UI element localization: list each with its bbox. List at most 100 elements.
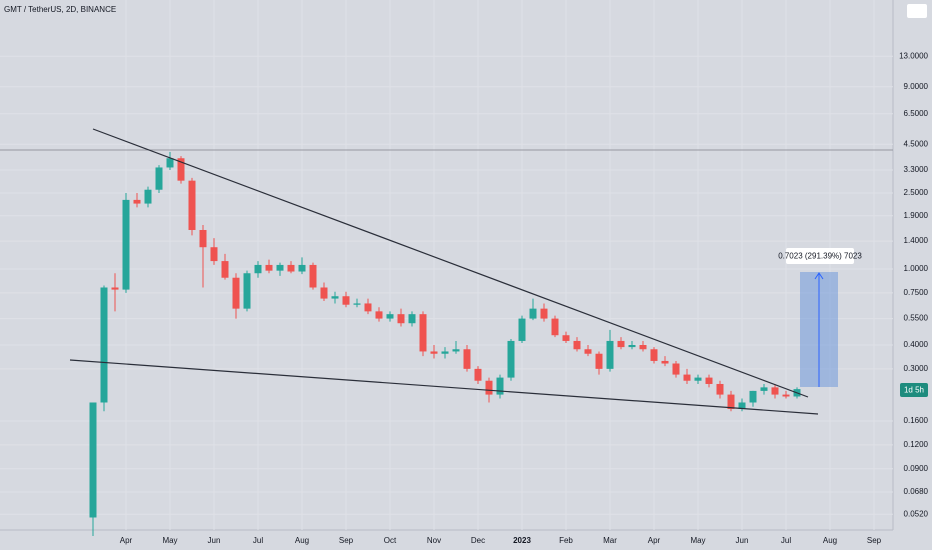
candle-body <box>441 351 449 354</box>
y-tick-label: 1.4000 <box>904 236 929 245</box>
candle-body <box>254 264 262 274</box>
x-tick-label: May <box>162 536 177 545</box>
candle-body <box>595 353 603 369</box>
x-tick-label: 2023 <box>513 536 531 545</box>
candle-body <box>496 377 504 395</box>
candle-body <box>122 199 130 290</box>
candle-body <box>133 199 141 204</box>
candle-body <box>408 314 416 324</box>
y-tick-label: 0.1600 <box>904 416 929 425</box>
x-tick-label: Apr <box>120 536 133 545</box>
measure-arrow-head <box>814 272 824 280</box>
candle-body <box>584 349 592 354</box>
candle-body <box>111 287 119 290</box>
x-tick-label: Jun <box>208 536 221 545</box>
candle-body <box>419 314 427 352</box>
candle-body <box>166 158 174 168</box>
candle-body <box>353 303 361 305</box>
candle-body <box>562 335 570 341</box>
candle-body <box>375 311 383 319</box>
candle-body <box>177 158 185 181</box>
candle-body <box>221 261 229 278</box>
candle-body <box>199 229 207 248</box>
countdown: 1d 5h <box>904 386 924 395</box>
candle-body <box>452 349 460 352</box>
candle-body <box>749 390 757 403</box>
candle-body <box>518 318 526 341</box>
upper-trend-line <box>92 128 809 398</box>
candle-body <box>727 394 735 409</box>
candle-body <box>463 349 471 369</box>
x-tick-label: Jul <box>781 536 791 545</box>
candle-body <box>606 340 614 369</box>
measure-label: 0.7023 (291.39%) 7023 <box>778 252 862 261</box>
candle-body <box>661 360 669 364</box>
y-tick-label: 0.7500 <box>904 288 929 297</box>
candle-body <box>287 264 295 272</box>
x-tick-label: Nov <box>427 536 441 545</box>
candle-body <box>551 318 559 336</box>
y-tick-label: 0.0680 <box>904 487 929 496</box>
y-tick-label: 4.5000 <box>904 139 929 148</box>
x-tick-label: Apr <box>648 536 661 545</box>
lower-trend-line <box>69 359 819 415</box>
candle-body <box>573 340 581 350</box>
candle-body <box>342 296 350 305</box>
candle-body <box>617 340 625 348</box>
candle-body <box>716 383 724 395</box>
candle-body <box>738 402 746 409</box>
candle-body <box>672 363 680 375</box>
candle-body <box>232 277 240 309</box>
y-tick-label: 9.0000 <box>904 82 929 91</box>
candle-body <box>320 287 328 299</box>
x-tick-label: Sep <box>339 536 354 545</box>
candle-body <box>507 340 515 378</box>
candle-body <box>628 344 636 348</box>
candle-body <box>430 351 438 354</box>
candle-body <box>309 264 317 288</box>
x-tick-label: Aug <box>295 536 309 545</box>
y-tick-label: 0.0520 <box>904 509 929 518</box>
x-tick-label: Dec <box>471 536 485 545</box>
candle-body <box>144 189 152 204</box>
x-tick-label: May <box>690 536 705 545</box>
y-tick-label: 1.0000 <box>904 264 929 273</box>
candle-body <box>188 180 196 230</box>
countdown-badge <box>900 383 928 397</box>
candle-body <box>397 314 405 324</box>
candle-body <box>100 287 108 403</box>
candle-body <box>364 303 372 312</box>
candle-body <box>298 264 306 272</box>
candle-body <box>639 344 647 350</box>
x-tick-label: Mar <box>603 536 617 545</box>
candles <box>89 151 801 536</box>
x-tick-label: Oct <box>384 536 397 545</box>
candle-body <box>386 314 394 319</box>
candle-body <box>694 377 702 381</box>
candle-body <box>683 374 691 381</box>
y-tick-label: 0.0900 <box>904 464 929 473</box>
x-tick-label: Sep <box>867 536 882 545</box>
settings-icon[interactable] <box>907 4 927 18</box>
candle-body <box>276 264 284 271</box>
measure-label-box <box>786 248 854 264</box>
x-tick-label: Feb <box>559 536 573 545</box>
candle-body <box>265 264 273 271</box>
x-tick-label: Jul <box>253 536 263 545</box>
candle-body <box>650 349 658 361</box>
y-tick-label: 0.1200 <box>904 440 929 449</box>
candle-body <box>331 296 339 299</box>
x-tick-label: Aug <box>823 536 837 545</box>
candle-body <box>540 308 548 319</box>
y-tick-label: 0.5500 <box>904 314 929 323</box>
y-tick-label: 0.3000 <box>904 364 929 373</box>
y-tick-label: 13.0000 <box>899 51 928 60</box>
candle-body <box>210 247 218 262</box>
y-tick-label: 2.5000 <box>904 188 929 197</box>
candle-body <box>760 387 768 391</box>
candle-body <box>243 273 251 309</box>
candle-body <box>529 308 537 319</box>
candle-body <box>89 402 97 518</box>
candle-body <box>705 377 713 384</box>
